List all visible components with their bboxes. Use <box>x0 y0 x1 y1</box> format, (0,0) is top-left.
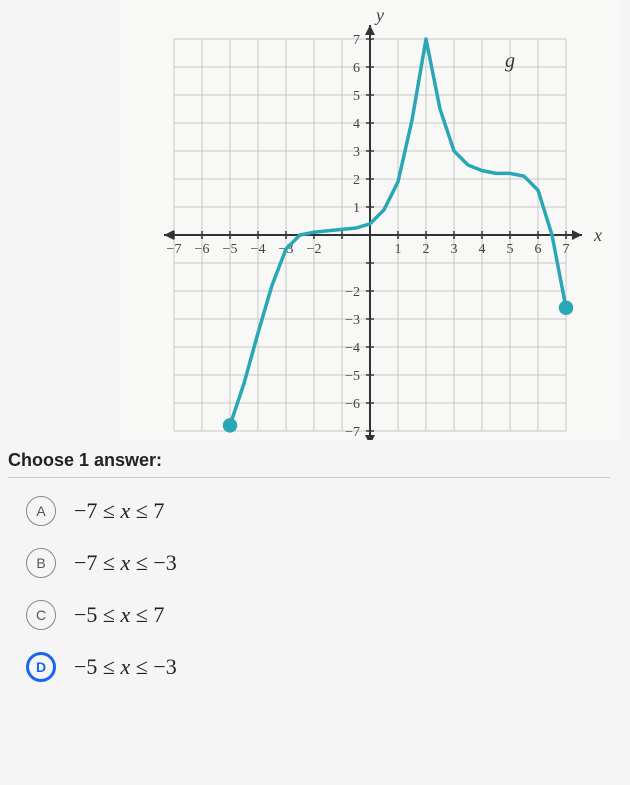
answer-choice-c[interactable]: C −5 ≤ x ≤ 7 <box>26 600 610 630</box>
svg-text:g: g <box>505 50 515 72</box>
svg-text:−3: −3 <box>345 313 360 328</box>
svg-text:−5: −5 <box>223 242 238 257</box>
answer-letter: C <box>26 600 56 630</box>
svg-text:−7: −7 <box>167 242 182 257</box>
svg-text:4: 4 <box>353 117 360 132</box>
svg-text:7: 7 <box>353 33 360 48</box>
svg-text:5: 5 <box>507 242 514 257</box>
answer-letter: B <box>26 548 56 578</box>
svg-text:4: 4 <box>479 242 486 257</box>
svg-text:3: 3 <box>451 242 458 257</box>
answer-text: −7 ≤ x ≤ −3 <box>74 550 177 576</box>
svg-text:1: 1 <box>353 201 360 216</box>
question-prompt: Choose 1 answer: <box>8 450 610 471</box>
svg-text:6: 6 <box>353 61 360 76</box>
function-graph: −7−6−5−4−3−21234567−7−6−5−4−3−21234567xy… <box>120 0 620 440</box>
svg-text:6: 6 <box>535 242 542 257</box>
svg-text:7: 7 <box>563 242 570 257</box>
answer-choice-a[interactable]: A −7 ≤ x ≤ 7 <box>26 496 610 526</box>
chart-container: −7−6−5−4−3−21234567−7−6−5−4−3−21234567xy… <box>120 0 620 440</box>
answer-choice-d[interactable]: D −5 ≤ x ≤ −3 <box>26 652 610 682</box>
svg-text:x: x <box>593 225 602 245</box>
svg-text:y: y <box>374 5 384 25</box>
svg-text:−2: −2 <box>345 285 360 300</box>
answer-letter: A <box>26 496 56 526</box>
svg-text:−6: −6 <box>195 242 210 257</box>
svg-text:−6: −6 <box>345 397 360 412</box>
svg-text:5: 5 <box>353 89 360 104</box>
svg-text:2: 2 <box>423 242 430 257</box>
svg-text:3: 3 <box>353 145 360 160</box>
answer-list: A −7 ≤ x ≤ 7 B −7 ≤ x ≤ −3 C −5 ≤ x ≤ 7 D −5 ≤ … <box>8 496 610 682</box>
answer-choice-b[interactable]: B −7 ≤ x ≤ −3 <box>26 548 610 578</box>
svg-text:−4: −4 <box>251 242 266 257</box>
svg-text:1: 1 <box>395 242 402 257</box>
svg-text:−5: −5 <box>345 369 360 384</box>
question-block: Choose 1 answer: A −7 ≤ x ≤ 7 B −7 ≤ x ≤ −3… <box>0 440 630 682</box>
answer-text: −7 ≤ x ≤ 7 <box>74 498 164 524</box>
svg-text:−2: −2 <box>307 242 322 257</box>
svg-text:−4: −4 <box>345 341 360 356</box>
answer-text: −5 ≤ x ≤ 7 <box>74 602 164 628</box>
svg-text:2: 2 <box>353 173 360 188</box>
answer-text: −5 ≤ x ≤ −3 <box>74 654 177 680</box>
answer-letter: D <box>26 652 56 682</box>
svg-text:−7: −7 <box>345 425 360 440</box>
divider <box>8 477 610 478</box>
